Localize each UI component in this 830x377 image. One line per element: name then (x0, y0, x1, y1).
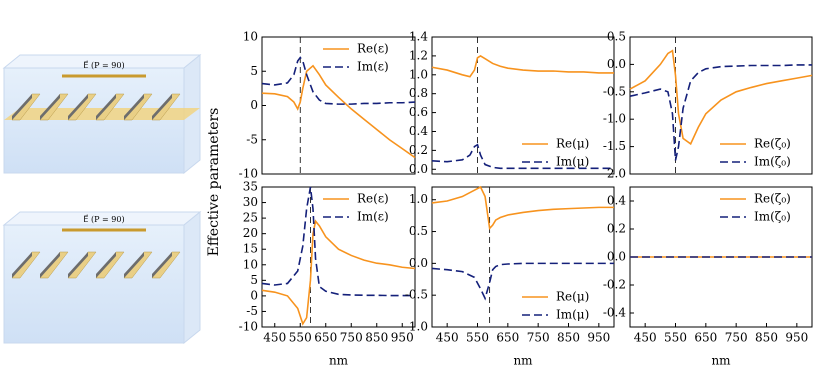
x-tick-label: 950 (785, 331, 808, 345)
series-line (261, 186, 415, 297)
y-tick-label: 0.6 (409, 105, 428, 119)
y-tick-label: -10 (239, 167, 258, 181)
x-tick-label: 450 (436, 331, 459, 345)
x-tick-label: 850 (755, 331, 778, 345)
x-tick-label: 750 (340, 331, 363, 345)
x-tick-label: 550 (466, 331, 489, 345)
legend-label: Re(ε) (357, 42, 389, 56)
x-axis-label: nm (329, 354, 349, 368)
y-tick-label: 0.2 (409, 143, 428, 157)
x-tick-label: 850 (557, 331, 580, 345)
x-axis-label: nm (711, 354, 731, 368)
x-tick-label: 850 (365, 331, 388, 345)
x-tick-label: 450 (263, 331, 286, 345)
y-tick-label: 35 (243, 180, 258, 194)
legend-label: Im(μ) (556, 308, 589, 322)
y-tick-label: -5 (246, 304, 258, 318)
y-tick-label: 0.0 (409, 162, 428, 176)
x-tick-label: 450 (634, 331, 657, 345)
series-line (261, 219, 416, 326)
y-tick-label: 5 (250, 64, 258, 78)
legend-label: Im(ε) (357, 210, 389, 224)
y-tick-label: 0.0 (607, 57, 626, 71)
series-line (629, 64, 812, 161)
x-tick-label: 650 (694, 331, 717, 345)
x-tick-label: 750 (725, 331, 748, 345)
y-tick-label: 0.8 (409, 86, 428, 100)
x-tick-label: 950 (587, 331, 610, 345)
plot-frame (261, 36, 416, 175)
y-tick-label: 1.0 (409, 67, 428, 81)
y-tick-label: -0.5 (603, 84, 626, 98)
x-tick-label: 550 (664, 331, 687, 345)
illustration-top: E⃗ (P = 90) (2, 53, 202, 175)
y-tick-label: 1.4 (409, 30, 428, 44)
y-tick-label: -5 (246, 132, 258, 146)
y-tick-label: -0.4 (603, 306, 627, 320)
y-tick-label: 0.0 (409, 256, 428, 270)
legend-label: Re(μ) (556, 137, 589, 151)
legend-label: Im(ζ₀) (754, 210, 791, 224)
plot-frame (431, 36, 615, 175)
legend-label: Re(ζ₀) (754, 192, 791, 206)
legend-label: Im(ζ₀) (754, 155, 791, 169)
y-tick-label: -1.0 (603, 112, 626, 126)
series-line (431, 54, 614, 78)
y-tick-label: -1.0 (405, 320, 428, 334)
series-line (431, 143, 614, 170)
y-tick-label: 0.4 (607, 194, 626, 208)
y-tick-label: 0.0 (607, 250, 626, 264)
y-tick-label: 20 (243, 226, 258, 240)
y-tick-label: 0 (250, 98, 258, 112)
field-label: E⃗ (P = 90) (83, 60, 124, 70)
y-tick-label: -2.0 (603, 167, 626, 181)
x-tick-label: 650 (496, 331, 519, 345)
x-tick-label: 950 (391, 331, 414, 345)
y-tick-label: -1.5 (603, 139, 626, 153)
y-tick-label: 1.0 (409, 192, 428, 206)
series-line (431, 262, 614, 301)
y-tick-label: 10 (243, 30, 258, 44)
series-line (431, 185, 614, 231)
legend-label: Im(μ) (556, 155, 589, 169)
x-tick-label: 650 (314, 331, 337, 345)
plot-frame (629, 36, 813, 175)
series-line (261, 56, 416, 105)
y-tick-label: -10 (239, 320, 258, 334)
y-tick-label: 5 (250, 273, 258, 287)
series-line (629, 49, 813, 146)
y-tick-label: 10 (243, 257, 258, 271)
plot-frame (261, 186, 416, 328)
y-tick-label: 0.2 (607, 222, 626, 236)
y-tick-label: 30 (243, 195, 258, 209)
y-tick-label: -0.2 (603, 278, 626, 292)
y-tick-label: -0.5 (405, 288, 428, 302)
legend-label: Im(ε) (357, 60, 389, 74)
field-label: E⃗ (P = 90) (83, 214, 124, 224)
x-tick-label: 550 (289, 331, 312, 345)
legend-label: Re(μ) (556, 290, 589, 304)
y-tick-label: 0 (250, 288, 258, 302)
plot-frame (431, 186, 615, 328)
y-tick-label: 1.2 (409, 48, 428, 62)
y-tick-label: 15 (243, 242, 258, 256)
y-tick-label: 0.5 (607, 30, 626, 44)
legend-label: Re(ε) (357, 192, 389, 206)
x-axis-label: nm (513, 354, 533, 368)
y-tick-label: 0.4 (409, 124, 428, 138)
y-axis-label: Effective parameters (206, 108, 222, 257)
y-tick-label: 0.5 (409, 224, 428, 238)
x-tick-label: 750 (527, 331, 550, 345)
legend-label: Re(ζ₀) (754, 137, 791, 151)
series-line (261, 64, 416, 159)
illustration-bottom: E⃗ (P = 90) (2, 210, 202, 345)
y-tick-label: 25 (243, 211, 258, 225)
